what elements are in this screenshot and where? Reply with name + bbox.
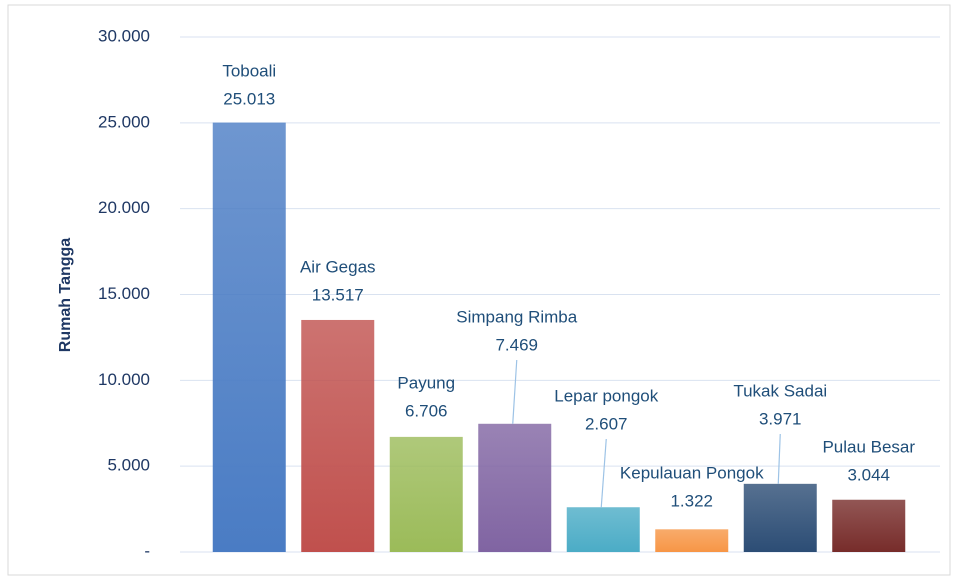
y-tick-label: 10.000 [98, 370, 150, 389]
data-label-name: Toboali [222, 61, 276, 80]
bar [478, 423, 552, 552]
y-tick-label: 25.000 [98, 112, 150, 131]
data-label-value: 1.322 [670, 491, 713, 510]
data-label-value: 2.607 [585, 414, 628, 433]
data-label-value: 6.706 [405, 401, 448, 420]
data-label-value: 25.013 [223, 89, 275, 108]
data-label-value: 13.517 [312, 285, 364, 304]
data-label-value: 7.469 [495, 335, 538, 354]
data-label-name: Payung [397, 373, 455, 392]
data-label-name: Lepar pongok [554, 386, 658, 405]
bar [743, 483, 817, 552]
bar [566, 507, 640, 552]
y-axis-label: Rumah Tangga [57, 238, 74, 352]
data-label-name: Pulau Besar [822, 437, 915, 456]
bar [655, 529, 729, 552]
y-tick-label: 15.000 [98, 284, 150, 303]
bar [832, 499, 906, 552]
leader-line [777, 433, 781, 484]
y-tick-label: 30.000 [98, 26, 150, 45]
bar [301, 319, 375, 552]
data-label-name: Air Gegas [300, 257, 376, 276]
leader-line [512, 359, 518, 424]
data-label-name: Kepulauan Pongok [620, 463, 764, 482]
bar [389, 436, 463, 552]
y-tick-label: - [144, 541, 150, 560]
data-label-name: Tukak Sadai [733, 381, 827, 400]
bar [212, 122, 286, 552]
leader-line [600, 438, 607, 508]
y-tick-label: 5.000 [107, 456, 150, 475]
y-tick-label: 20.000 [98, 198, 150, 217]
data-label-value: 3.044 [847, 465, 890, 484]
data-label-name: Simpang Rimba [456, 307, 577, 326]
data-label-value: 3.971 [759, 409, 802, 428]
